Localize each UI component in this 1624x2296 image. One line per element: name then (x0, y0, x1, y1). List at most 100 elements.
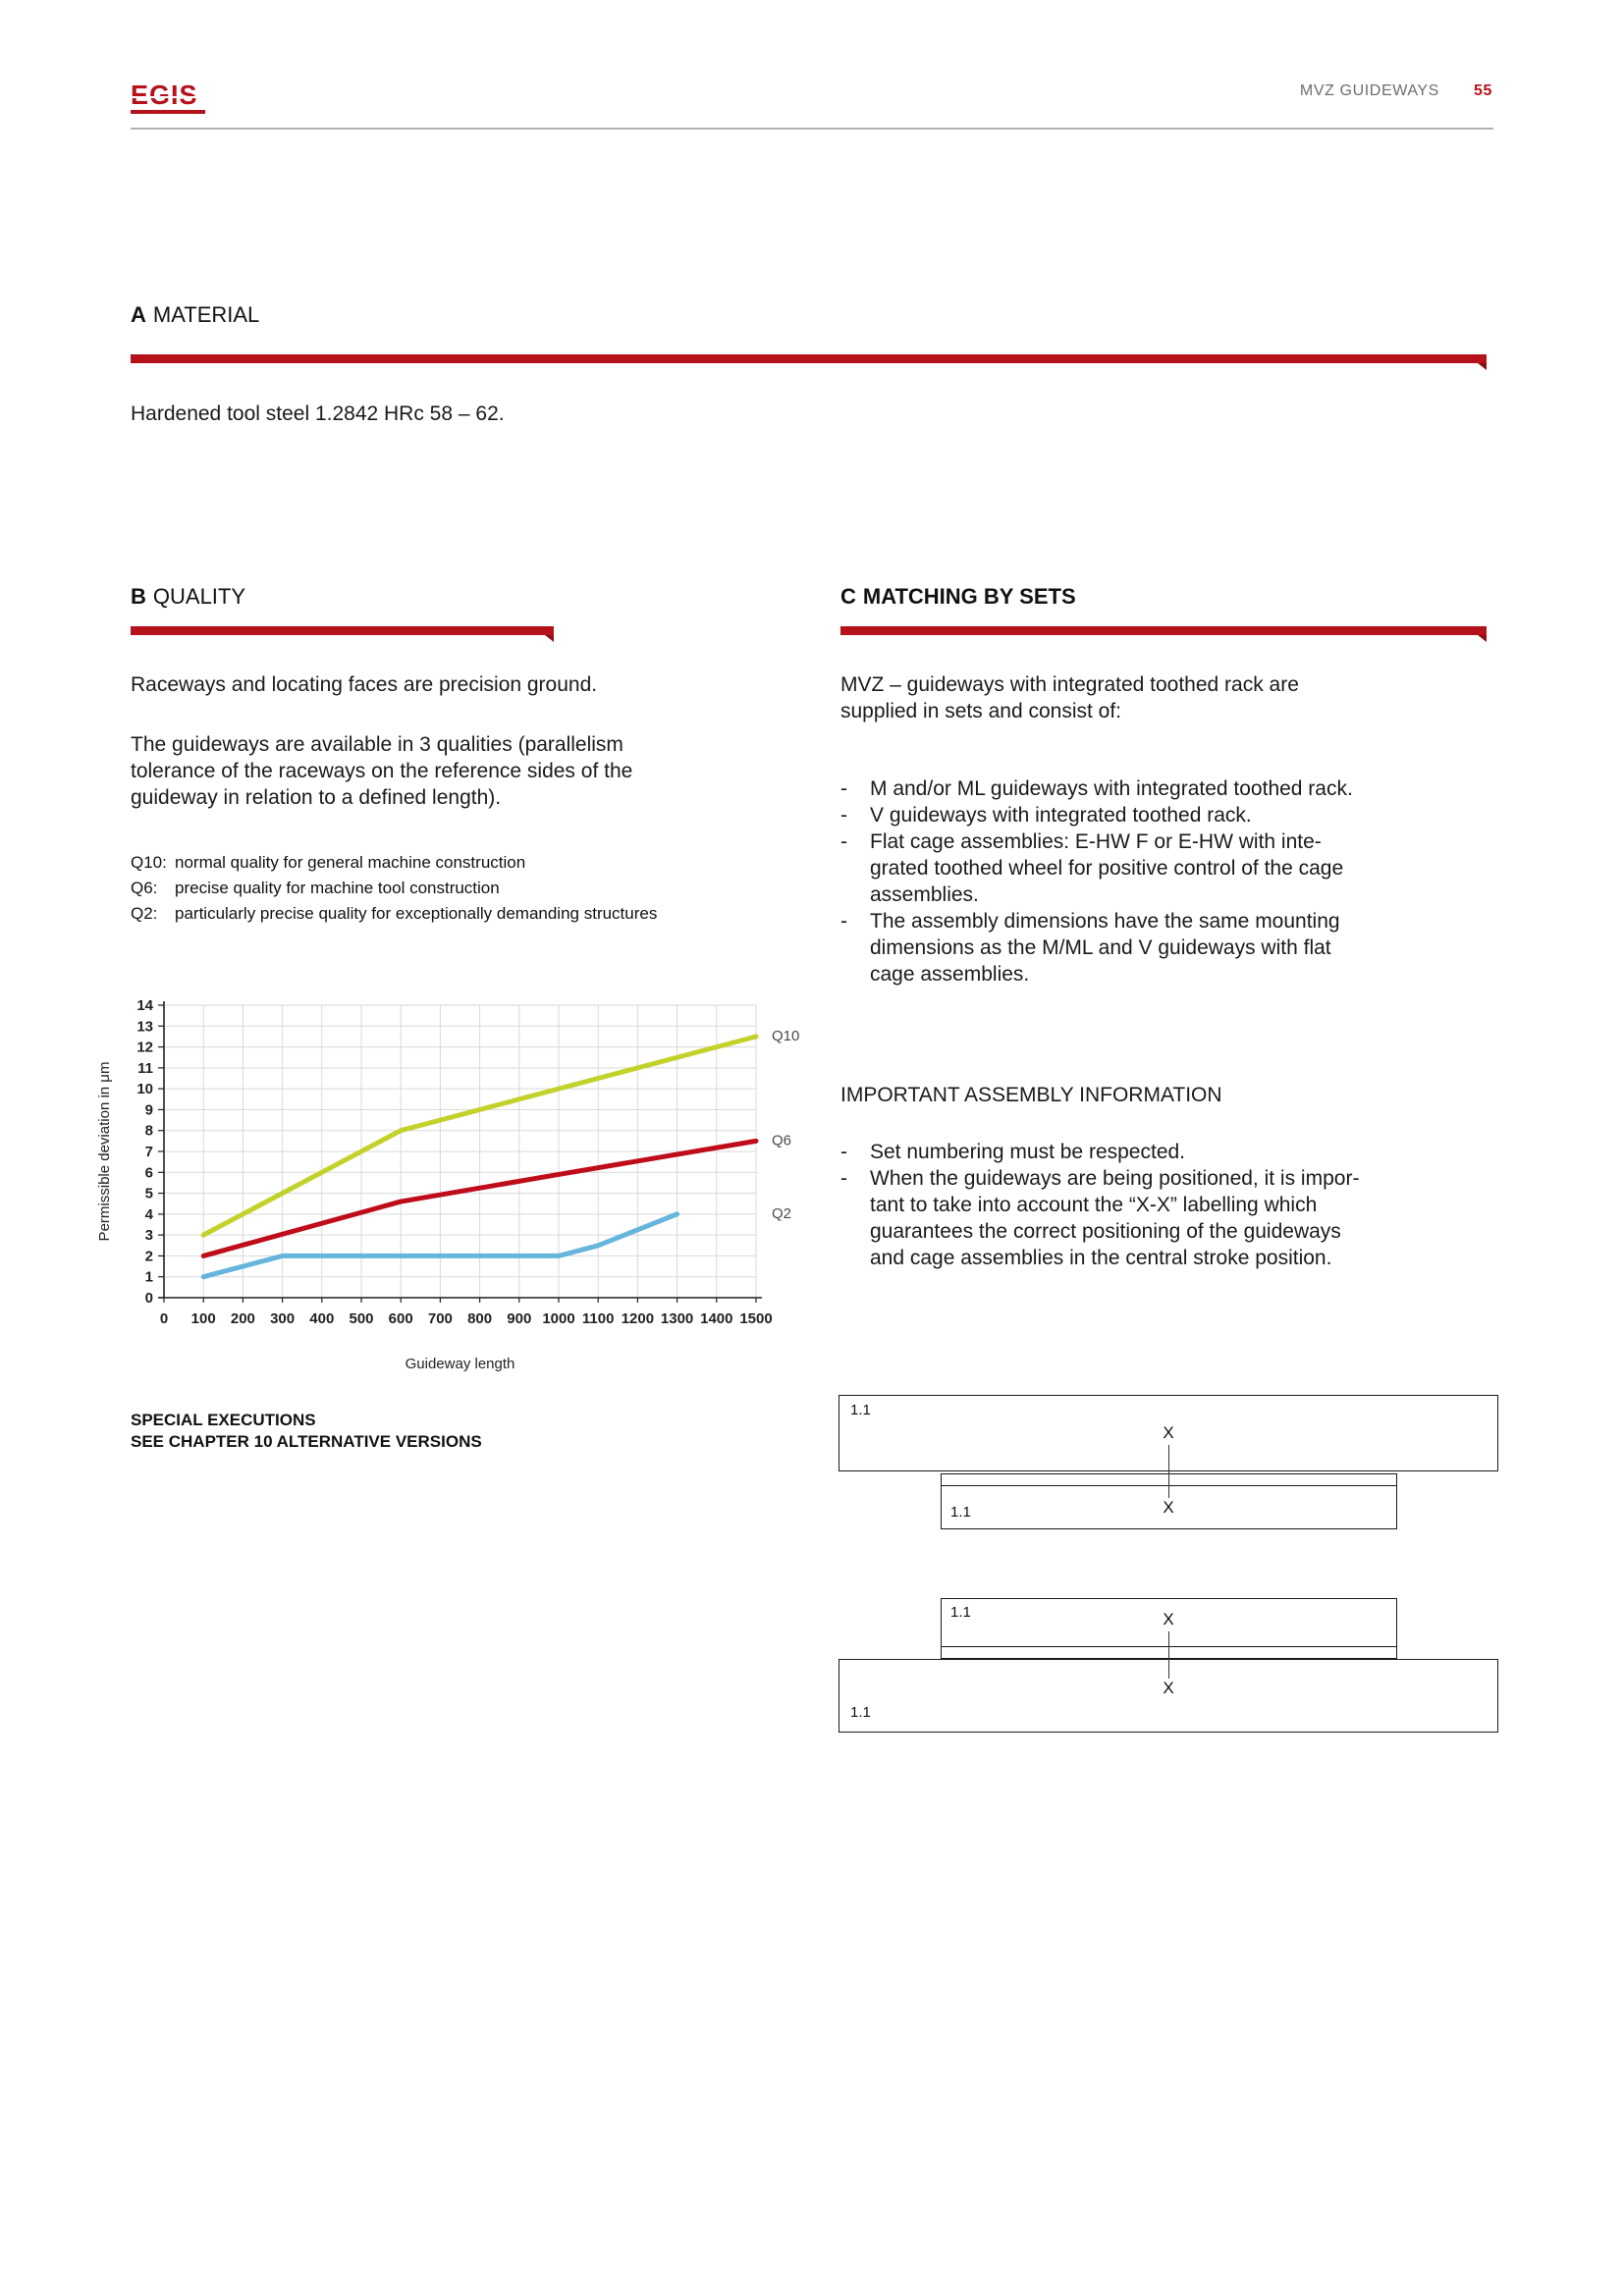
svg-text:900: 900 (507, 1310, 531, 1327)
section-a-heading: A MATERIAL (131, 302, 259, 328)
list-item: - Flat cage assemblies: E-HW F or E-HW w… (840, 828, 1508, 908)
page-number: 55 (1474, 82, 1492, 99)
section-mark-x: X (1163, 1610, 1174, 1629)
svg-text:1: 1 (145, 1269, 153, 1286)
section-line (1168, 1445, 1169, 1498)
list-item-text: The assembly dimensions have the same mo… (870, 910, 1340, 986)
scale-label: 1.1 (850, 1402, 871, 1418)
svg-text:600: 600 (389, 1310, 413, 1327)
list-item: - When the guideways are being positione… (840, 1165, 1508, 1271)
list-item-text: When the guideways are being positioned,… (870, 1167, 1360, 1269)
svg-text:700: 700 (428, 1310, 453, 1327)
svg-text:300: 300 (270, 1310, 295, 1327)
section-a-title: MATERIAL (152, 302, 260, 327)
svg-text:100: 100 (191, 1310, 216, 1327)
section-a-letter: A (131, 302, 146, 327)
svg-text:0: 0 (160, 1310, 168, 1327)
svg-text:2: 2 (145, 1248, 153, 1264)
quality-paragraph-2: The guideways are available in 3 qualiti… (131, 733, 633, 809)
svg-text:Permissible deviation in μm: Permissible deviation in μm (96, 1062, 113, 1242)
svg-text:Q6: Q6 (772, 1132, 791, 1148)
svg-text:7: 7 (145, 1144, 153, 1160)
svg-text:11: 11 (137, 1060, 153, 1077)
svg-text:14: 14 (136, 997, 153, 1014)
section-line (1168, 1631, 1169, 1679)
quality-description: precise quality for machine tool constru… (175, 879, 500, 897)
section-b-title: QUALITY (152, 584, 246, 609)
section-mark-x: X (1163, 1679, 1174, 1697)
svg-text:0: 0 (145, 1290, 153, 1307)
quality-description: normal quality for general machine const… (175, 853, 526, 872)
section-b-letter: B (131, 584, 146, 609)
svg-text:1100: 1100 (582, 1310, 615, 1327)
quality-code: Q6: (131, 879, 158, 897)
quality-description: particularly precise quality for excepti… (175, 904, 658, 923)
svg-text:500: 500 (349, 1310, 373, 1327)
svg-text:9: 9 (145, 1101, 153, 1118)
bullet-dash: - (840, 830, 847, 853)
special-executions-note: SPECIAL EXECUTIONS SEE CHAPTER 10 ALTERNA… (131, 1411, 482, 1451)
section-c-letter: C (840, 584, 856, 609)
svg-text:6: 6 (145, 1164, 153, 1181)
header-rule (131, 128, 1493, 130)
svg-text:4: 4 (145, 1206, 154, 1223)
assembly-info-heading: IMPORTANT ASSEMBLY INFORMATION (840, 1084, 1222, 1106)
list-item: - Set numbering must be respected. (840, 1139, 1508, 1165)
list-item-text: Set numbering must be respected. (870, 1141, 1186, 1163)
scale-label: 1.1 (850, 1704, 871, 1721)
svg-text:400: 400 (309, 1310, 334, 1327)
matching-intro: MVZ – guideways with integrated toothed … (840, 673, 1299, 722)
svg-text:8: 8 (145, 1123, 153, 1140)
section-a-rule (131, 354, 1487, 370)
section-c-title: MATCHING BY SETS (862, 584, 1076, 609)
quality-levels-list: Q10: normal quality for general machine … (131, 850, 680, 927)
svg-text:Q10: Q10 (772, 1028, 799, 1044)
bullet-dash: - (840, 777, 847, 800)
svg-text:1000: 1000 (542, 1310, 574, 1327)
scale-label: 1.1 (950, 1604, 971, 1621)
page-header: MVZ GUIDEWAYS 55 (1300, 82, 1492, 100)
bullet-dash: - (840, 1167, 847, 1190)
bullet-dash: - (840, 804, 847, 827)
scale-label: 1.1 (950, 1504, 971, 1521)
section-b-rule (131, 626, 554, 642)
list-item: - V guideways with integrated toothed ra… (840, 802, 1508, 828)
svg-text:1500: 1500 (739, 1310, 772, 1327)
quality-code: Q2: (131, 904, 158, 923)
section-c-rule (840, 626, 1487, 642)
svg-text:800: 800 (467, 1310, 492, 1327)
svg-text:3: 3 (145, 1227, 153, 1244)
section-mark-x: X (1163, 1423, 1174, 1442)
bullet-dash: - (840, 1141, 847, 1163)
svg-text:1300: 1300 (661, 1310, 693, 1327)
quality-level-row-q10: Q10: normal quality for general machine … (131, 850, 680, 876)
svg-text:200: 200 (231, 1310, 255, 1327)
quality-level-row-q2: Q2: particularly precise quality for exc… (131, 901, 680, 927)
guideway-rect-narrow (941, 1473, 1397, 1529)
list-item-text: M and/or ML guideways with integrated to… (870, 777, 1353, 800)
running-header-title: MVZ GUIDEWAYS (1299, 82, 1439, 99)
quality-code: Q10: (131, 853, 167, 872)
svg-text:1400: 1400 (700, 1310, 732, 1327)
logo-underline (131, 110, 205, 114)
section-c-heading: C MATCHING BY SETS (840, 584, 1076, 610)
svg-text:1200: 1200 (622, 1310, 654, 1327)
egis-logo: EGIS (131, 80, 209, 117)
section-mark-x: X (1163, 1498, 1174, 1517)
logo-slit-decoration (131, 96, 205, 98)
svg-text:Guideway length: Guideway length (406, 1356, 515, 1372)
svg-text:5: 5 (145, 1186, 153, 1202)
bullet-dash: - (840, 910, 847, 933)
list-item-text: V guideways with integrated toothed rack… (870, 804, 1252, 827)
svg-text:13: 13 (136, 1018, 153, 1035)
egis-logo-text: EGIS (131, 80, 198, 111)
quality-paragraph-1: Raceways and locating faces are precisio… (131, 673, 598, 696)
section-b-heading: B QUALITY (131, 584, 245, 610)
svg-text:12: 12 (136, 1040, 153, 1056)
list-item-text: Flat cage assemblies: E-HW F or E-HW wit… (870, 830, 1344, 906)
list-item: - The assembly dimensions have the same … (840, 908, 1508, 988)
list-item: - M and/or ML guideways with integrated … (840, 775, 1508, 802)
svg-text:Q2: Q2 (772, 1205, 791, 1222)
